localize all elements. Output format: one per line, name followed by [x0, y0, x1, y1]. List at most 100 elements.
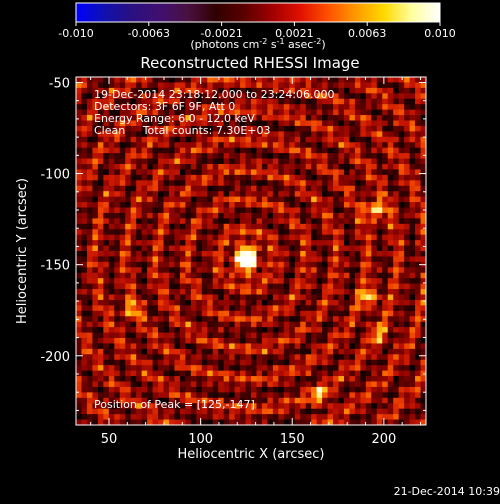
heatmap-cell — [404, 185, 410, 192]
heatmap-cell — [360, 180, 367, 187]
heatmap-cell — [267, 381, 274, 388]
heatmap-cell — [179, 294, 186, 301]
heatmap-cell — [168, 261, 175, 268]
heatmap-cell — [354, 359, 361, 366]
heatmap-cell — [289, 207, 296, 214]
heatmap-cell — [387, 169, 394, 176]
heatmap-cell — [382, 386, 389, 393]
heatmap-cell — [404, 359, 410, 366]
heatmap-cell — [185, 354, 192, 361]
heatmap-cell — [360, 191, 367, 198]
heatmap-cell — [125, 212, 132, 219]
heatmap-cell — [212, 289, 219, 295]
heatmap-cell — [119, 125, 126, 132]
heatmap-cell — [103, 403, 110, 410]
heatmap-cell — [196, 419, 203, 425]
heatmap-cell — [108, 338, 115, 344]
heatmap-cell — [86, 376, 93, 382]
heatmap-cell — [409, 354, 416, 361]
heatmap-cell — [272, 174, 279, 181]
heatmap-cell — [382, 131, 389, 138]
heatmap-cell — [223, 202, 230, 208]
heatmap-cell — [354, 125, 361, 132]
heatmap-cell — [103, 136, 110, 143]
heatmap-cell — [81, 327, 88, 333]
heatmap-cell — [272, 240, 279, 246]
heatmap-cell — [382, 376, 389, 382]
heatmap-cell — [130, 115, 137, 121]
heatmap-cell — [190, 376, 197, 382]
heatmap-cell — [81, 321, 88, 328]
heatmap-cell — [371, 245, 378, 252]
heatmap-cell — [272, 272, 279, 279]
heatmap-cell — [114, 136, 121, 143]
heatmap-cell — [371, 414, 378, 420]
heatmap-cell — [86, 153, 93, 159]
heatmap-cell — [141, 386, 148, 393]
heatmap-cell — [415, 289, 421, 295]
heatmap-cell — [251, 240, 257, 246]
heatmap-cell — [147, 316, 153, 323]
heatmap-cell — [92, 115, 99, 121]
heatmap-cell — [322, 77, 328, 83]
heatmap-cell — [272, 98, 279, 105]
heatmap-cell — [289, 98, 296, 105]
heatmap-cell — [387, 251, 394, 257]
heatmap-cell — [398, 348, 405, 355]
heatmap-cell — [387, 115, 394, 121]
heatmap-cell — [92, 109, 99, 116]
heatmap-cell — [130, 370, 137, 377]
heatmap-cell — [387, 136, 394, 143]
heatmap-cell — [218, 397, 225, 404]
heatmap-cell — [371, 196, 378, 203]
heatmap-cell — [322, 185, 328, 192]
heatmap-cell — [251, 234, 257, 241]
heatmap-cell — [398, 115, 405, 121]
heatmap-cell — [201, 294, 208, 301]
heatmap-cell — [190, 267, 197, 274]
heatmap-cell — [256, 87, 263, 94]
heatmap-cell — [136, 234, 143, 241]
heatmap-cell — [212, 381, 219, 388]
heatmap-cell — [92, 125, 99, 132]
heatmap-cell — [333, 147, 339, 154]
heatmap-cell — [163, 294, 170, 301]
heatmap-cell — [86, 299, 93, 306]
heatmap-cell — [404, 386, 410, 393]
heatmap-cell — [343, 82, 350, 89]
heatmap-cell — [322, 174, 328, 181]
heatmap-cell — [343, 120, 350, 127]
heatmap-cell — [168, 77, 175, 83]
heatmap-cell — [136, 338, 143, 344]
heatmap-cell — [272, 278, 279, 285]
heatmap-cell — [371, 392, 378, 399]
heatmap-cell — [322, 142, 328, 149]
heatmap-cell — [114, 229, 121, 236]
heatmap-cell — [81, 223, 88, 230]
heatmap-cell — [338, 321, 345, 328]
heatmap-cell — [81, 272, 88, 279]
heatmap-cell — [201, 169, 208, 176]
heatmap-cell — [261, 87, 268, 94]
heatmap-cell — [201, 109, 208, 116]
heatmap-cell — [371, 316, 378, 323]
heatmap-cell — [289, 93, 296, 100]
heatmap-cell — [376, 403, 383, 410]
heatmap-cell — [147, 109, 153, 116]
heatmap-cell — [147, 272, 153, 279]
heatmap-cell — [76, 343, 82, 350]
heatmap-cell — [300, 392, 307, 399]
heatmap-cell — [174, 212, 181, 219]
heatmap-cell — [371, 403, 378, 410]
heatmap-cell — [190, 77, 197, 83]
heatmap-cell — [240, 256, 246, 263]
heatmap-cell — [349, 272, 356, 279]
heatmap-cell — [218, 278, 225, 285]
heatmap-cell — [283, 392, 290, 399]
heatmap-cell — [234, 321, 241, 328]
heatmap-cell — [267, 136, 274, 143]
heatmap-cell — [305, 223, 312, 230]
heatmap-cell — [272, 299, 279, 306]
heatmap-cell — [245, 147, 252, 154]
heatmap-cell — [103, 240, 110, 246]
